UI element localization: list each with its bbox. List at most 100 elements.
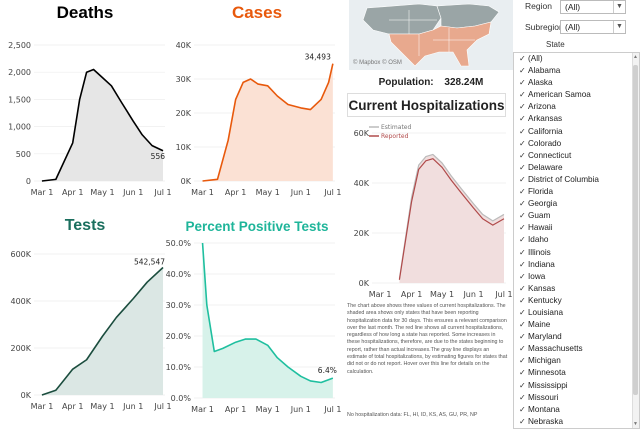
state-item-label: Louisiana bbox=[528, 307, 564, 317]
us-map-shapes[interactable] bbox=[349, 0, 513, 70]
state-item[interactable]: ✓ Mississippi bbox=[514, 380, 639, 392]
state-item[interactable]: ✓ Louisiana bbox=[514, 307, 639, 319]
checkmark-icon[interactable]: ✓ bbox=[519, 102, 526, 112]
state-item[interactable]: ✓ Colorado bbox=[514, 138, 639, 150]
cases-title: Cases bbox=[231, 3, 283, 22]
state-item[interactable]: ✓ Maryland bbox=[514, 331, 639, 343]
y-tick-label: 10.0% bbox=[166, 363, 192, 372]
tests-chart[interactable]: 0K 200K 400K 600K Mar 1 Apr 1 May 1 Jun 1 Jul 1 5… bbox=[0, 214, 171, 429]
checkmark-icon[interactable]: ✓ bbox=[519, 392, 526, 402]
checkmark-icon[interactable]: ✓ bbox=[519, 416, 526, 426]
deaths-chart[interactable]: 0 500 1,000 1,500 2,000 2,500 Mar 1 Apr 1 May 1 J… bbox=[0, 0, 172, 208]
y-tick-label: 2,000 bbox=[8, 68, 31, 77]
state-item[interactable]: ✓ Montana bbox=[514, 404, 639, 416]
checkmark-icon[interactable]: ✓ bbox=[519, 174, 526, 184]
state-item[interactable]: ✓ Delaware bbox=[514, 162, 639, 174]
region-select[interactable]: (All) ▼ bbox=[560, 0, 626, 14]
state-item-label: California bbox=[528, 126, 563, 136]
x-tick-label: May 1 bbox=[256, 188, 280, 197]
us-map[interactable] bbox=[349, 0, 513, 70]
checkmark-icon[interactable]: ✓ bbox=[519, 114, 526, 124]
legend-reported-label: Reported bbox=[381, 133, 409, 140]
checkmark-icon[interactable]: ✓ bbox=[519, 223, 526, 233]
state-item[interactable]: ✓ (All) bbox=[514, 53, 639, 65]
state-item[interactable]: ✓ Hawaii bbox=[514, 222, 639, 234]
checkmark-icon[interactable]: ✓ bbox=[519, 271, 526, 281]
no-data-note: No hospitalization data: FL, HI, ID, KS,… bbox=[347, 412, 478, 418]
checkmark-icon[interactable]: ✓ bbox=[519, 320, 526, 330]
x-tick-label: Mar 1 bbox=[31, 188, 54, 197]
state-item[interactable]: ✓ Illinois bbox=[514, 247, 639, 259]
checkmark-icon[interactable]: ✓ bbox=[519, 344, 526, 354]
state-item[interactable]: ✓ Minnesota bbox=[514, 367, 639, 379]
checkmark-icon[interactable]: ✓ bbox=[519, 187, 526, 197]
checkmark-icon[interactable]: ✓ bbox=[519, 295, 526, 305]
state-item[interactable]: ✓ Massachusetts bbox=[514, 343, 639, 355]
state-item-label: (All) bbox=[528, 54, 543, 63]
checkmark-icon[interactable]: ✓ bbox=[519, 90, 526, 100]
state-item[interactable]: ✓ Michigan bbox=[514, 355, 639, 367]
cases-chart[interactable]: 0K 10K 20K 30K 40K Mar 1 Apr 1 May 1 Jun 1 Jul 1 3… bbox=[172, 0, 342, 208]
state-item[interactable]: ✓ Connecticut bbox=[514, 150, 639, 162]
state-item[interactable]: ✓ Florida bbox=[514, 186, 639, 198]
positive-chart[interactable]: 0.0% 10.0% 20.0% 30.0% 40.0% 50.0% Mar 1 Apr 1 M… bbox=[166, 214, 342, 429]
state-item[interactable]: ✓ Arizona bbox=[514, 101, 639, 113]
checkmark-icon[interactable]: ✓ bbox=[519, 66, 526, 76]
state-item[interactable]: ✓ Iowa bbox=[514, 271, 639, 283]
checkmark-icon[interactable]: ✓ bbox=[519, 307, 526, 317]
checkmark-icon[interactable]: ✓ bbox=[519, 199, 526, 209]
checkmark-icon[interactable]: ✓ bbox=[519, 404, 526, 414]
chevron-down-icon[interactable]: ▼ bbox=[613, 21, 625, 33]
state-item[interactable]: ✓ Arkansas bbox=[514, 113, 639, 125]
x-tick-label: Apr 1 bbox=[225, 188, 246, 197]
y-tick-label: 500 bbox=[16, 150, 31, 159]
checkmark-icon[interactable]: ✓ bbox=[519, 235, 526, 245]
y-tick-label: 0K bbox=[359, 279, 370, 288]
state-item[interactable]: ✓ Georgia bbox=[514, 198, 639, 210]
y-tick-label: 20K bbox=[354, 229, 370, 238]
checkmark-icon[interactable]: ✓ bbox=[519, 332, 526, 342]
y-tick-label: 0.0% bbox=[171, 394, 192, 403]
checkmark-icon[interactable]: ✓ bbox=[519, 380, 526, 390]
state-item[interactable]: ✓ Indiana bbox=[514, 259, 639, 271]
state-item[interactable]: ✓ Guam bbox=[514, 210, 639, 222]
state-item[interactable]: ✓ Kansas bbox=[514, 283, 639, 295]
subregion-select[interactable]: (All) ▼ bbox=[560, 20, 626, 34]
checkmark-icon[interactable]: ✓ bbox=[519, 78, 526, 88]
state-item[interactable]: ✓ Kentucky bbox=[514, 295, 639, 307]
state-item[interactable]: ✓ Alaska bbox=[514, 77, 639, 89]
hospitalizations-chart[interactable]: 0K 20K 40K 60K Mar 1 Apr 1 May 1 Jun 1 Jul 1 Esti… bbox=[336, 118, 513, 304]
state-item[interactable]: ✓ Nebraska bbox=[514, 416, 639, 428]
state-list[interactable]: ✓ (All) ✓ Alabama ✓ Alaska ✓ American Samoa ✓ Ari… bbox=[513, 52, 640, 429]
checkmark-icon[interactable]: ✓ bbox=[519, 283, 526, 293]
checkmark-icon[interactable]: ✓ bbox=[519, 356, 526, 366]
checkmark-icon[interactable]: ✓ bbox=[519, 54, 526, 63]
state-item[interactable]: ✓ American Samoa bbox=[514, 89, 639, 101]
checkmark-icon[interactable]: ✓ bbox=[519, 162, 526, 172]
state-item[interactable]: ✓ Idaho bbox=[514, 234, 639, 246]
state-item[interactable]: ✓ Alabama bbox=[514, 65, 639, 77]
state-item[interactable]: ✓ District of Columbia bbox=[514, 174, 639, 186]
checkmark-icon[interactable]: ✓ bbox=[519, 368, 526, 378]
checkmark-icon[interactable]: ✓ bbox=[519, 126, 526, 136]
checkmark-icon[interactable]: ✓ bbox=[519, 211, 526, 221]
region-label: Region bbox=[525, 1, 552, 11]
x-tick-label: Mar 1 bbox=[31, 402, 54, 411]
checkmark-icon[interactable]: ✓ bbox=[519, 247, 526, 257]
state-item-label: District of Columbia bbox=[528, 174, 599, 184]
checkmark-icon[interactable]: ✓ bbox=[519, 150, 526, 160]
y-tick-label: 600K bbox=[10, 250, 31, 259]
checkmark-icon[interactable]: ✓ bbox=[519, 259, 526, 269]
y-tick-label: 10K bbox=[176, 143, 192, 152]
scrollbar[interactable]: ▲ ▼ bbox=[632, 53, 639, 428]
checkmark-icon[interactable]: ✓ bbox=[519, 138, 526, 148]
state-item[interactable]: ✓ California bbox=[514, 126, 639, 138]
scroll-thumb[interactable] bbox=[633, 65, 638, 395]
state-item[interactable]: ✓ Maine bbox=[514, 319, 639, 331]
scroll-up-icon[interactable]: ▲ bbox=[633, 54, 638, 60]
state-item-label: American Samoa bbox=[528, 90, 591, 100]
state-item[interactable]: ✓ Missouri bbox=[514, 392, 639, 404]
y-tick-label: 0 bbox=[26, 177, 31, 186]
scroll-down-icon[interactable]: ▼ bbox=[633, 421, 638, 427]
chevron-down-icon[interactable]: ▼ bbox=[613, 1, 625, 13]
